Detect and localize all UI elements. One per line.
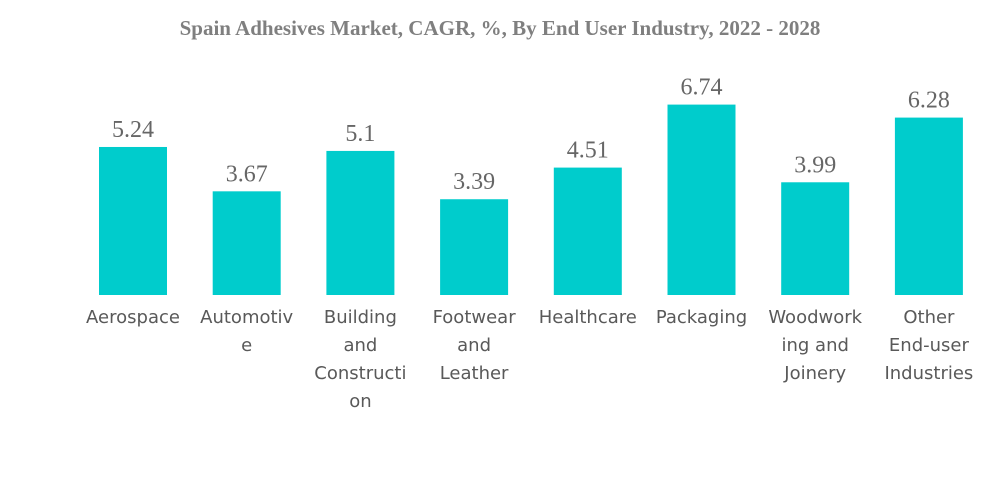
category-label-5: Packaging — [656, 307, 747, 328]
data-label-7: 6.28 — [908, 88, 950, 114]
data-label-2: 5.1 — [345, 121, 375, 147]
category-label-3: Footwear and Leather — [433, 307, 517, 384]
data-label-6: 3.99 — [794, 152, 836, 178]
category-label-7: Other End-user Industries — [884, 307, 973, 384]
category-label-1: Automotiv e — [200, 307, 293, 356]
data-label-1: 3.67 — [226, 161, 268, 187]
data-label-0: 5.24 — [112, 117, 154, 143]
category-label-6: Woodwork ing and Joinery — [768, 307, 862, 384]
bar-0 — [99, 146, 167, 295]
chart-title: Spain Adhesives Market, CAGR, %, By End … — [179, 16, 821, 40]
bar-3 — [440, 199, 509, 295]
category-label-0: Aerospace — [86, 307, 180, 328]
bar-6 — [781, 182, 850, 295]
data-label-4: 4.51 — [567, 138, 609, 164]
data-label-5: 6.74 — [681, 75, 723, 101]
category-label-2: Building and Constructi on — [314, 307, 406, 412]
category-label-4: Healthcare — [539, 307, 637, 328]
data-label-3: 3.39 — [453, 169, 495, 195]
bar-5 — [667, 104, 736, 295]
bar-4 — [553, 167, 622, 295]
bar-7 — [894, 117, 963, 295]
bar-2 — [326, 150, 395, 295]
bar-1 — [212, 191, 281, 295]
